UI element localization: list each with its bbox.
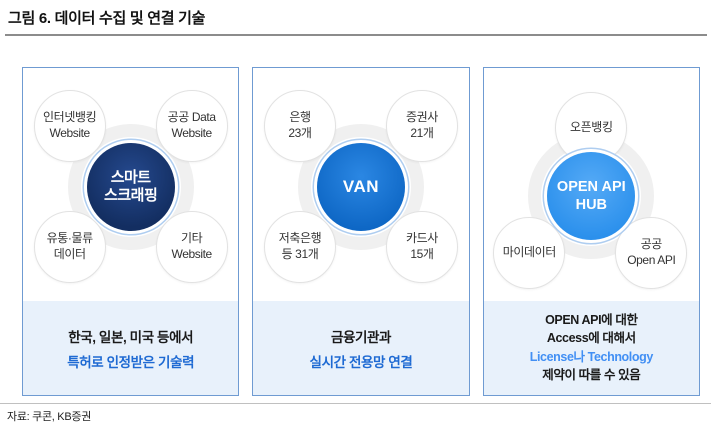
- van-cluster: 은행 23개 증권사 21개 저축은행 등 31개 카드사 15개 VAN: [253, 68, 468, 301]
- satellite-label: 저축은행: [278, 231, 322, 246]
- panel-van: 은행 23개 증권사 21개 저축은행 등 31개 카드사 15개 VAN 금융…: [252, 67, 470, 396]
- satellite-label: 은행: [289, 110, 311, 125]
- satellite-label: 오픈뱅킹: [570, 120, 613, 135]
- satellite-label: Open API: [627, 253, 676, 267]
- satellite-other-website: 기타 Website: [155, 211, 228, 283]
- satellite-banks: 은행 23개: [263, 90, 336, 162]
- satellite-label: 유통·물류: [46, 231, 94, 246]
- hub-label: 스크래핑: [104, 187, 158, 204]
- satellite-card-companies: 카드사 15개: [385, 211, 458, 283]
- caption-line-highlight: 실시간 전용망 연결: [309, 354, 413, 370]
- satellite-label: 등 31개: [281, 247, 319, 261]
- satellite-label: Website: [171, 247, 212, 261]
- satellite-securities: 증권사 21개: [385, 90, 458, 162]
- figure-header: 그림 6. 데이터 수집 및 연결 기술: [0, 0, 711, 28]
- hub-label: 스마트: [110, 168, 151, 186]
- satellite-public-open-api: 공공 Open API: [615, 217, 688, 289]
- caption-line: 제약이 따를 수 있음: [542, 368, 641, 382]
- panels-container: 인터넷뱅킹 Website 공공 Data Website 유통·물류 데이터 …: [22, 67, 700, 396]
- caption-line-highlight: License나 Technology: [529, 349, 654, 364]
- caption-open-api: OPEN API에 대한 Access에 대해서 License나 Techno…: [483, 301, 699, 395]
- caption-smart-scraping: 한국, 일본, 미국 등에서 특허로 인정받은 기술력: [23, 301, 239, 395]
- satellite-label: 21개: [410, 126, 434, 140]
- satellite-internet-banking: 인터넷뱅킹 Website: [33, 90, 106, 162]
- hub-label: VAN: [342, 177, 380, 196]
- satellite-label: 증권사: [406, 110, 438, 125]
- caption-line: 금융기관과: [330, 329, 392, 345]
- source-note: 자료: 쿠콘, KB증권: [7, 411, 92, 423]
- hub-label: HUB: [575, 197, 608, 213]
- figure-title: 그림 6. 데이터 수집 및 연결 기술: [8, 10, 206, 27]
- satellite-label: 데이터: [53, 247, 86, 261]
- satellite-label: Website: [171, 126, 212, 140]
- footer-divider: [0, 403, 711, 404]
- caption-line: 한국, 일본, 미국 등에서: [68, 329, 194, 345]
- hub-open-api: OPEN API HUB: [547, 152, 636, 240]
- satellite-label: Website: [49, 126, 90, 140]
- smart-scraping-cluster: 인터넷뱅킹 Website 공공 Data Website 유통·물류 데이터 …: [23, 68, 238, 301]
- hub-label: OPEN API: [556, 178, 626, 195]
- satellite-label: 23개: [288, 126, 312, 140]
- satellite-label: 15개: [410, 247, 434, 261]
- satellite-label: 카드사: [406, 231, 438, 246]
- satellite-label: 공공: [640, 237, 663, 252]
- caption-line-highlight: 특허로 인정받은 기술력: [67, 354, 195, 370]
- panel-smart-scraping: 인터넷뱅킹 Website 공공 Data Website 유통·물류 데이터 …: [22, 67, 240, 396]
- title-divider: [5, 34, 707, 36]
- hub-van: VAN: [316, 143, 405, 231]
- caption-line: Access에 대해서: [546, 331, 636, 345]
- caption-line: OPEN API에 대한: [545, 312, 638, 327]
- panel-open-api-hub: 오픈뱅킹 마이데이터 공공 Open API OPEN API HUB OPEN…: [482, 67, 700, 396]
- satellite-label: 마이데이터: [502, 245, 557, 260]
- satellite-mydata: 마이데이터: [493, 217, 566, 289]
- satellite-label: 공공 Data: [167, 110, 216, 125]
- satellite-label: 기타: [181, 231, 203, 246]
- satellite-distribution-logistics: 유통·물류 데이터: [33, 211, 106, 283]
- caption-van: 금융기관과 실시간 전용망 연결: [253, 301, 469, 395]
- open-api-cluster: 오픈뱅킹 마이데이터 공공 Open API OPEN API HUB: [484, 68, 699, 301]
- satellite-savings-banks: 저축은행 등 31개: [263, 211, 336, 283]
- satellite-label: 인터넷뱅킹: [43, 110, 97, 125]
- hub-smart-scraping: 스마트 스크래핑: [86, 143, 175, 231]
- satellite-public-data: 공공 Data Website: [155, 90, 228, 162]
